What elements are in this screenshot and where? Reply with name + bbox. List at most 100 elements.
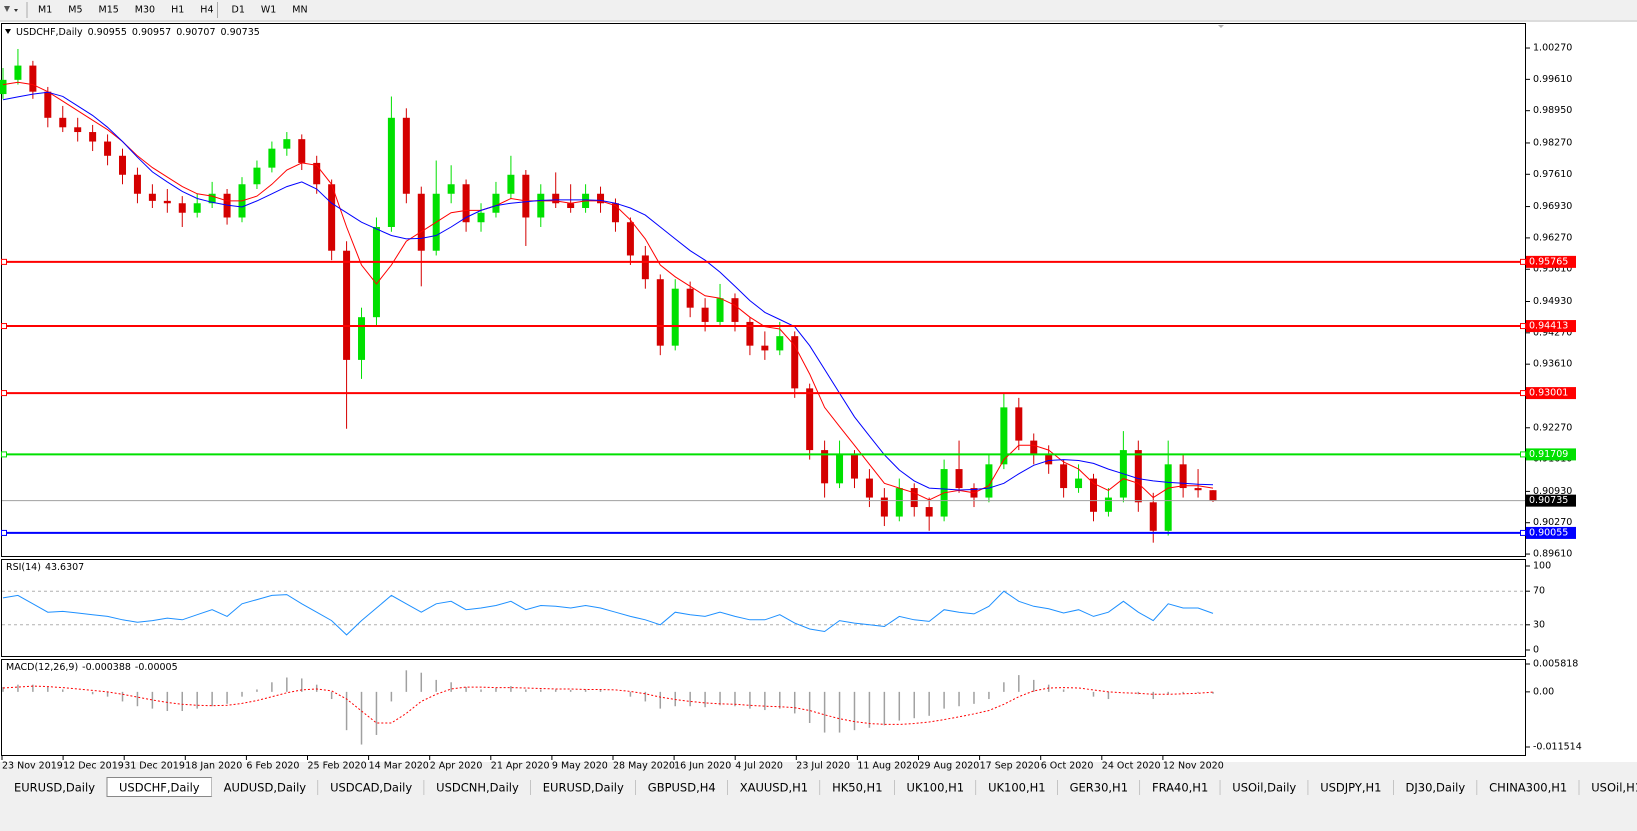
tab[interactable]: USOil,H1 bbox=[1579, 777, 1637, 797]
tab-label: DJ30,Daily bbox=[1406, 781, 1466, 795]
tab-label: HK50,H1 bbox=[832, 781, 882, 795]
x-tick-label: 6 Feb 2020 bbox=[246, 761, 299, 772]
tab-background bbox=[1057, 777, 1141, 797]
tab-label: USDCAD,Daily bbox=[330, 781, 412, 795]
candle-body bbox=[985, 464, 993, 498]
y-tick-label: 0.94930 bbox=[1533, 296, 1572, 307]
tab[interactable]: USDCAD,Daily bbox=[318, 777, 425, 797]
tab[interactable]: UK100,H1 bbox=[894, 777, 977, 797]
candle-body bbox=[283, 139, 291, 149]
y-tick-label: 0.96270 bbox=[1533, 232, 1572, 243]
level-label-box bbox=[1526, 448, 1576, 461]
candle-body bbox=[686, 288, 694, 308]
candle-body bbox=[253, 167, 261, 185]
candle-body bbox=[821, 450, 829, 484]
candle-body bbox=[417, 193, 425, 251]
candle-body bbox=[671, 288, 679, 346]
signal-line bbox=[2, 685, 1214, 725]
candle-body bbox=[447, 184, 455, 194]
tab[interactable]: AUDUSD,Daily bbox=[211, 777, 319, 797]
timeframe-button[interactable]: M5 bbox=[68, 5, 82, 16]
x-tick-label: 2 Apr 2020 bbox=[430, 761, 483, 772]
toolbar bbox=[0, 0, 1637, 21]
level-label-box bbox=[1526, 526, 1576, 539]
tab[interactable]: DJ30,Daily bbox=[1393, 777, 1478, 797]
candle-body bbox=[701, 307, 709, 322]
ohlc-value: 0.90955 bbox=[88, 27, 127, 38]
toolbar-dropdown[interactable] bbox=[14, 9, 18, 12]
candle-body bbox=[895, 488, 903, 517]
candle-body bbox=[74, 127, 82, 133]
timeframe-button[interactable]: M30 bbox=[135, 5, 155, 16]
chart-menu-arrow[interactable] bbox=[5, 29, 11, 34]
candle-body bbox=[1149, 502, 1157, 531]
x-tick-label: 16 Jun 2020 bbox=[674, 761, 731, 772]
tab[interactable]: CHINA300,H1 bbox=[1477, 777, 1580, 797]
toolbar-icon[interactable] bbox=[4, 6, 10, 12]
x-tick-label: 28 May 2020 bbox=[613, 761, 675, 772]
tab-label: FRA40,H1 bbox=[1152, 781, 1208, 795]
candle-body bbox=[193, 203, 201, 213]
tab-label: USDJPY,H1 bbox=[1320, 781, 1381, 795]
candle-body bbox=[1104, 497, 1112, 512]
y-tick-label: 0.93610 bbox=[1533, 359, 1572, 370]
current-price-box bbox=[1526, 494, 1576, 507]
candle-body bbox=[850, 454, 858, 479]
timeframe-button[interactable]: H4 bbox=[200, 5, 213, 16]
chart-window bbox=[0, 22, 1637, 762]
tab-background bbox=[1308, 777, 1394, 797]
timeframe-button[interactable]: M1 bbox=[38, 5, 52, 16]
candle-body bbox=[313, 162, 321, 185]
tab-label: GER30,H1 bbox=[1070, 781, 1128, 795]
tab[interactable]: FRA40,H1 bbox=[1140, 777, 1221, 797]
candle-body bbox=[1000, 407, 1008, 465]
current-price-label: 0.90735 bbox=[1529, 495, 1568, 506]
candle-body bbox=[791, 336, 799, 389]
level-label: 0.91709 bbox=[1529, 449, 1568, 460]
x-tick-label: 31 Dec 2019 bbox=[124, 761, 185, 772]
tab[interactable]: HK50,H1 bbox=[820, 777, 896, 797]
tab-background bbox=[727, 777, 821, 797]
tab[interactable]: USDCHF,Daily bbox=[106, 777, 213, 797]
tab[interactable]: XAUUSD,H1 bbox=[727, 777, 821, 797]
y-tick-label: 0 bbox=[1533, 645, 1539, 656]
tab[interactable]: EURUSD,Daily bbox=[530, 777, 637, 797]
candle-body bbox=[597, 193, 605, 204]
timeframe-button[interactable]: W1 bbox=[261, 5, 276, 16]
y-tick-label: 0.98270 bbox=[1533, 137, 1572, 148]
tab[interactable]: EURUSD,Daily bbox=[2, 777, 108, 797]
timeframe-button[interactable]: D1 bbox=[232, 5, 245, 16]
indicator-value: 43.6307 bbox=[45, 562, 84, 573]
chart-header: USDCHF,Daily 0.90955 0.90957 0.90707 0.90735 bbox=[16, 27, 260, 38]
candle-body bbox=[1015, 407, 1023, 441]
ohlc-value: 0.90957 bbox=[132, 27, 171, 38]
tab-background bbox=[1477, 777, 1580, 797]
y-tick-label: 0.00 bbox=[1533, 686, 1554, 697]
moving-average bbox=[2, 91, 1214, 491]
y-tick-label: 0.90930 bbox=[1533, 486, 1572, 497]
timeframe-button[interactable]: H1 bbox=[171, 5, 184, 16]
candle-body bbox=[626, 222, 634, 256]
timeframe-button[interactable]: MN bbox=[292, 5, 307, 16]
tab-label: UK100,H1 bbox=[988, 781, 1046, 795]
y-tick-label: 70 bbox=[1533, 586, 1545, 597]
y-tick-label: 1.00270 bbox=[1533, 43, 1572, 54]
tab-background bbox=[1140, 777, 1221, 797]
tab-label: USOil,Daily bbox=[1232, 781, 1296, 795]
tab[interactable]: USDCNH,Daily bbox=[424, 777, 532, 797]
candle-body bbox=[1194, 488, 1202, 491]
candle-body bbox=[477, 212, 485, 223]
candle-body bbox=[537, 193, 545, 218]
symbol-title: USDCHF,Daily bbox=[16, 27, 83, 38]
candle-body bbox=[925, 507, 933, 517]
candle-body bbox=[462, 184, 470, 223]
candle-body bbox=[656, 279, 664, 346]
tab[interactable]: USOil,Daily bbox=[1220, 777, 1309, 797]
tab[interactable]: USDJPY,H1 bbox=[1308, 777, 1394, 797]
tab[interactable]: GER30,H1 bbox=[1057, 777, 1141, 797]
tab[interactable]: GBPUSD,H4 bbox=[635, 777, 729, 797]
level-label: 0.95765 bbox=[1529, 256, 1568, 267]
timeframe-button[interactable]: M15 bbox=[99, 5, 119, 16]
tab[interactable]: UK100,H1 bbox=[976, 777, 1059, 797]
tab-label: CHINA300,H1 bbox=[1489, 781, 1567, 795]
